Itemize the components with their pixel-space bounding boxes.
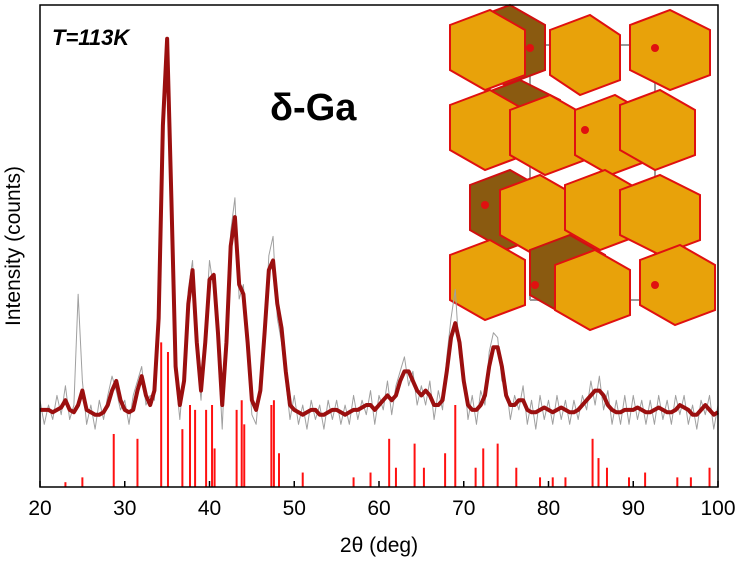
x-tick-label: 90 [622, 497, 645, 520]
x-tick-label: 20 [28, 497, 51, 520]
x-tick-label: 60 [367, 497, 390, 520]
data-line [40, 36, 719, 417]
plot-area [39, 36, 719, 487]
x-tick-label: 50 [283, 497, 306, 520]
x-axis-title: 2θ (deg) [340, 534, 418, 557]
crystal-structure [449, 3, 716, 332]
x-tick-label: 40 [198, 497, 221, 520]
y-axis-title: Intensity (counts) [2, 166, 25, 326]
phase-label: δ-Ga [270, 87, 357, 129]
x-tick-label: 30 [113, 497, 136, 520]
x-tick-label: 80 [537, 497, 560, 520]
temperature-label: T=113K [52, 25, 131, 50]
x-tick-label: 70 [452, 497, 475, 520]
x-tick-label: 100 [700, 497, 735, 520]
